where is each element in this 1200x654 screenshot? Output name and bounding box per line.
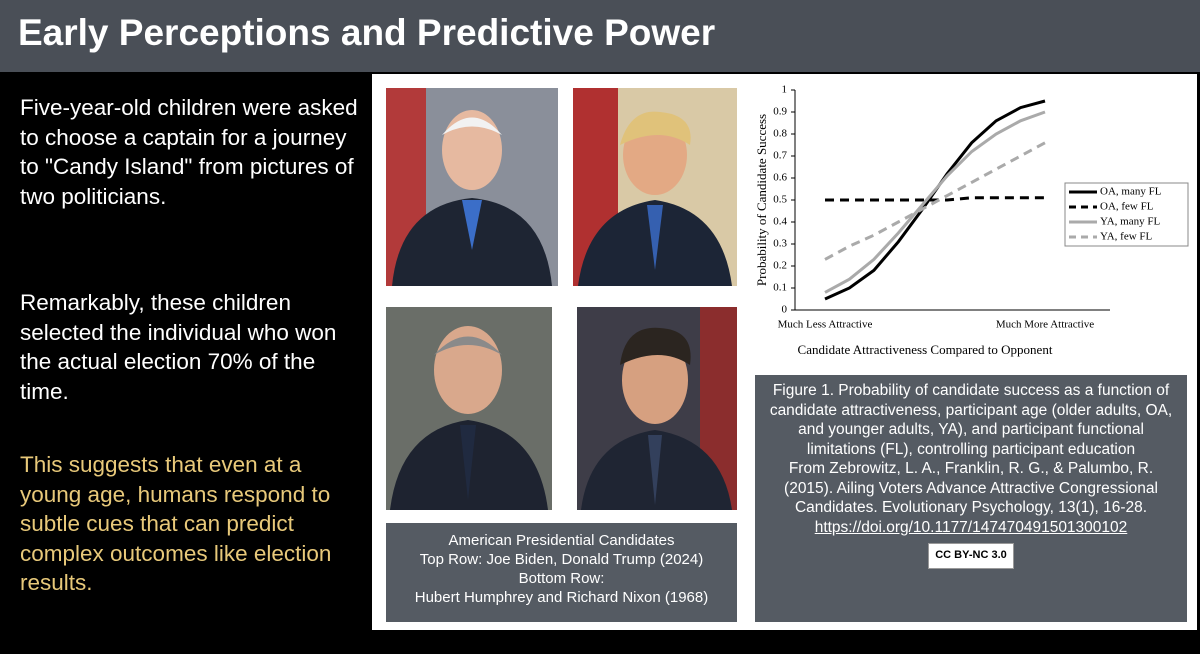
legend-label: YA, few FL	[1100, 231, 1153, 243]
y-tick-label: 0.4	[773, 216, 787, 228]
header-bar	[0, 0, 1200, 72]
x-tick-label: Much More Attractive	[996, 319, 1094, 331]
y-tick-label: 0.6	[773, 172, 787, 184]
y-tick-label: 0	[782, 304, 788, 316]
paragraph: This suggests that even at a young age, …	[20, 452, 332, 595]
y-tick-label: 0.9	[773, 106, 787, 118]
x-tick-label: Much Less Attractive	[778, 319, 873, 331]
caption-text: Figure 1. Probability of candidate succe…	[769, 382, 1173, 458]
figure-caption: Figure 1. Probability of candidate succe…	[755, 375, 1187, 622]
legend-label: OA, many FL	[1100, 186, 1162, 198]
slide-title: Early Perceptions and Predictive Power	[18, 12, 716, 53]
paragraph: Five-year-old children were asked to cho…	[20, 95, 358, 209]
series-line	[824, 110, 1046, 294]
y-tick-label: 0.1	[773, 282, 787, 294]
y-tick-label: 0.5	[773, 194, 787, 206]
photo	[577, 307, 737, 510]
legend-label: OA, few FL	[1100, 201, 1154, 213]
license-badge: CC BY-NC 3.0	[928, 543, 1014, 569]
x-axis-title: Candidate Attractiveness Compared to Opp…	[798, 342, 1053, 357]
caption-line: American Presidential Candidates	[448, 532, 675, 549]
y-tick-label: 0.2	[773, 260, 787, 272]
photo	[386, 88, 558, 286]
caption-line: Top Row: Joe Biden, Donald Trump (2024)	[419, 551, 704, 568]
caption-line: Bottom Row:	[518, 570, 605, 587]
chart: Candidate Attractiveness Compared to Opp…	[755, 84, 1189, 357]
caption-text: From Zebrowitz, L. A., Franklin, R. G., …	[784, 460, 1158, 516]
y-axis-title: Probability of Candidate Success	[755, 114, 769, 286]
photo-caption: American Presidential Candidates Top Row…	[386, 523, 737, 622]
series-line	[824, 141, 1046, 261]
paragraph: Remarkably, these children selected the …	[20, 290, 337, 404]
y-tick-label: 0.3	[773, 238, 787, 250]
doi-link[interactable]: https://doi.org/10.1177/1474704915013001…	[814, 518, 1128, 536]
caption-line: Hubert Humphrey and Richard Nixon (1968)	[414, 589, 709, 606]
series-line	[825, 196, 1045, 202]
y-tick-label: 0.8	[773, 128, 787, 140]
y-tick-label: 0.7	[773, 150, 787, 162]
legend-label: YA, many FL	[1100, 216, 1160, 228]
y-tick-label: 1	[782, 84, 788, 96]
photo	[386, 307, 552, 510]
photo	[573, 88, 737, 286]
